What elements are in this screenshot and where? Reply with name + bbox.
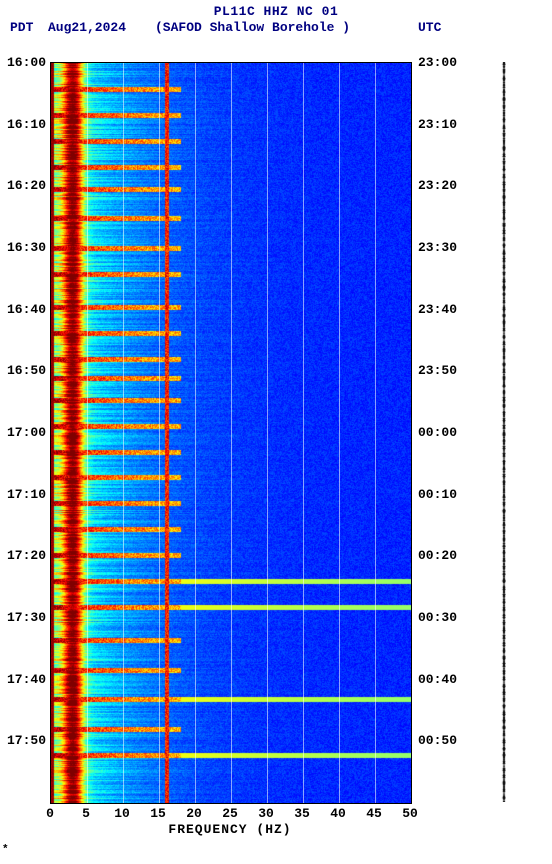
ytick-left: 16:50 xyxy=(2,363,46,378)
ytick-right: 00:50 xyxy=(418,733,457,748)
ytick-left: 17:40 xyxy=(2,672,46,687)
xtick: 35 xyxy=(294,806,310,821)
xtick: 30 xyxy=(258,806,274,821)
amplitude-sidebar-canvas xyxy=(500,62,506,802)
xtick: 10 xyxy=(114,806,130,821)
ytick-right: 00:00 xyxy=(418,425,457,440)
xtick: 50 xyxy=(402,806,418,821)
x-axis-label: FREQUENCY (HZ) xyxy=(50,822,410,837)
xtick: 40 xyxy=(330,806,346,821)
title-station-line: PL11C HHZ NC 01 xyxy=(0,4,552,19)
xtick: 0 xyxy=(46,806,54,821)
ytick-right: 00:30 xyxy=(418,610,457,625)
spectrogram-canvas xyxy=(51,63,411,803)
corner-mark: * xyxy=(2,844,9,856)
spectrogram-plot xyxy=(50,62,412,804)
ytick-left: 16:10 xyxy=(2,117,46,132)
xtick: 20 xyxy=(186,806,202,821)
xtick: 45 xyxy=(366,806,382,821)
ytick-right: 00:40 xyxy=(418,672,457,687)
ytick-left: 17:50 xyxy=(2,733,46,748)
date-label: Aug21,2024 xyxy=(48,20,126,35)
ytick-left: 16:40 xyxy=(2,302,46,317)
ytick-right: 23:10 xyxy=(418,117,457,132)
ytick-left: 17:30 xyxy=(2,610,46,625)
ytick-right: 23:20 xyxy=(418,178,457,193)
page-root: PL11C HHZ NC 01 PDT Aug21,2024 (SAFOD Sh… xyxy=(0,0,552,864)
ytick-right: 23:40 xyxy=(418,302,457,317)
ytick-right: 00:20 xyxy=(418,548,457,563)
timezone-left-label: PDT xyxy=(10,20,33,35)
timezone-right-label: UTC xyxy=(418,20,441,35)
ytick-left: 16:30 xyxy=(2,240,46,255)
ytick-left: 17:00 xyxy=(2,425,46,440)
ytick-right: 23:30 xyxy=(418,240,457,255)
ytick-right: 23:00 xyxy=(418,55,457,70)
ytick-right: 23:50 xyxy=(418,363,457,378)
ytick-right: 00:10 xyxy=(418,487,457,502)
ytick-left: 16:20 xyxy=(2,178,46,193)
station-name-label: (SAFOD Shallow Borehole ) xyxy=(155,20,350,35)
xtick: 15 xyxy=(150,806,166,821)
xtick: 5 xyxy=(82,806,90,821)
amplitude-sidebar xyxy=(500,62,506,802)
ytick-left: 17:20 xyxy=(2,548,46,563)
ytick-left: 16:00 xyxy=(2,55,46,70)
xtick: 25 xyxy=(222,806,238,821)
ytick-left: 17:10 xyxy=(2,487,46,502)
